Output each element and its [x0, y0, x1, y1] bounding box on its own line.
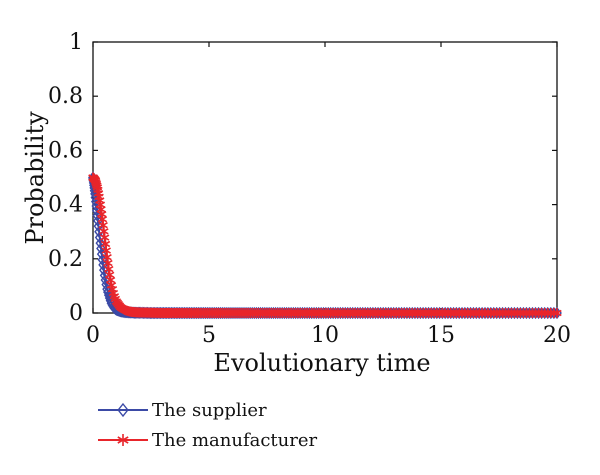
y-tick-label: 0.4 — [48, 193, 83, 218]
legend-marker-the-manufacturer — [117, 434, 129, 446]
series-line-the-supplier — [92, 177, 557, 314]
star-stroke — [552, 309, 562, 317]
y-tick-label: 0.2 — [48, 247, 83, 272]
data-point-the-manufacturer — [103, 258, 113, 269]
legend-label-the-supplier: The supplier — [152, 400, 267, 421]
star-stroke — [117, 436, 129, 444]
x-axis-title: Evolutionary time — [213, 349, 430, 377]
data-point-the-supplier — [96, 242, 106, 255]
star-stroke — [99, 234, 110, 241]
star-stroke — [96, 210, 107, 218]
x-tick-label: 20 — [543, 323, 571, 348]
data-point-the-manufacturer — [102, 252, 112, 263]
axes-frame — [92, 41, 558, 314]
data-point-the-manufacturer — [104, 269, 115, 280]
x-tick-label: 0 — [86, 323, 100, 348]
y-tick-label: 0 — [69, 301, 83, 326]
star-stroke — [106, 282, 117, 289]
star-stroke — [102, 253, 112, 261]
data-point-the-manufacturer — [100, 239, 111, 250]
legend: The supplier The manufacturer — [98, 400, 318, 451]
star-stroke — [100, 240, 111, 248]
star-stroke — [104, 265, 114, 273]
y-tick-label: 0.8 — [48, 84, 83, 109]
x-tick-label: 15 — [427, 323, 455, 348]
legend-marker-the-supplier — [117, 402, 129, 418]
y-tick-label: 1 — [69, 30, 83, 55]
star-stroke — [103, 259, 113, 267]
star-stroke — [104, 271, 115, 278]
legend-label-the-manufacturer: The manufacturer — [152, 430, 318, 451]
data-point-the-supplier — [95, 236, 106, 250]
x-tick-label: 5 — [202, 323, 216, 348]
star-stroke — [107, 286, 118, 293]
data-point-the-manufacturer — [552, 308, 562, 318]
star-stroke — [105, 276, 116, 284]
x-tick-label: 10 — [311, 323, 339, 348]
plot-area: 00.20.40.60.810 5 10 15 20 — [48, 30, 571, 348]
star-stroke — [97, 216, 108, 223]
data-point-the-manufacturer — [104, 264, 114, 275]
star-stroke — [101, 247, 111, 254]
data-point-the-manufacturer — [105, 275, 116, 286]
data-point-the-manufacturer — [101, 245, 111, 256]
star-stroke — [98, 221, 108, 229]
y-tick-label: 0.6 — [48, 138, 83, 163]
data-point-the-supplier — [98, 258, 109, 271]
y-axis-title: Probability — [21, 111, 49, 245]
series-line-the-manufacturer — [92, 176, 557, 314]
star-stroke — [99, 228, 109, 235]
